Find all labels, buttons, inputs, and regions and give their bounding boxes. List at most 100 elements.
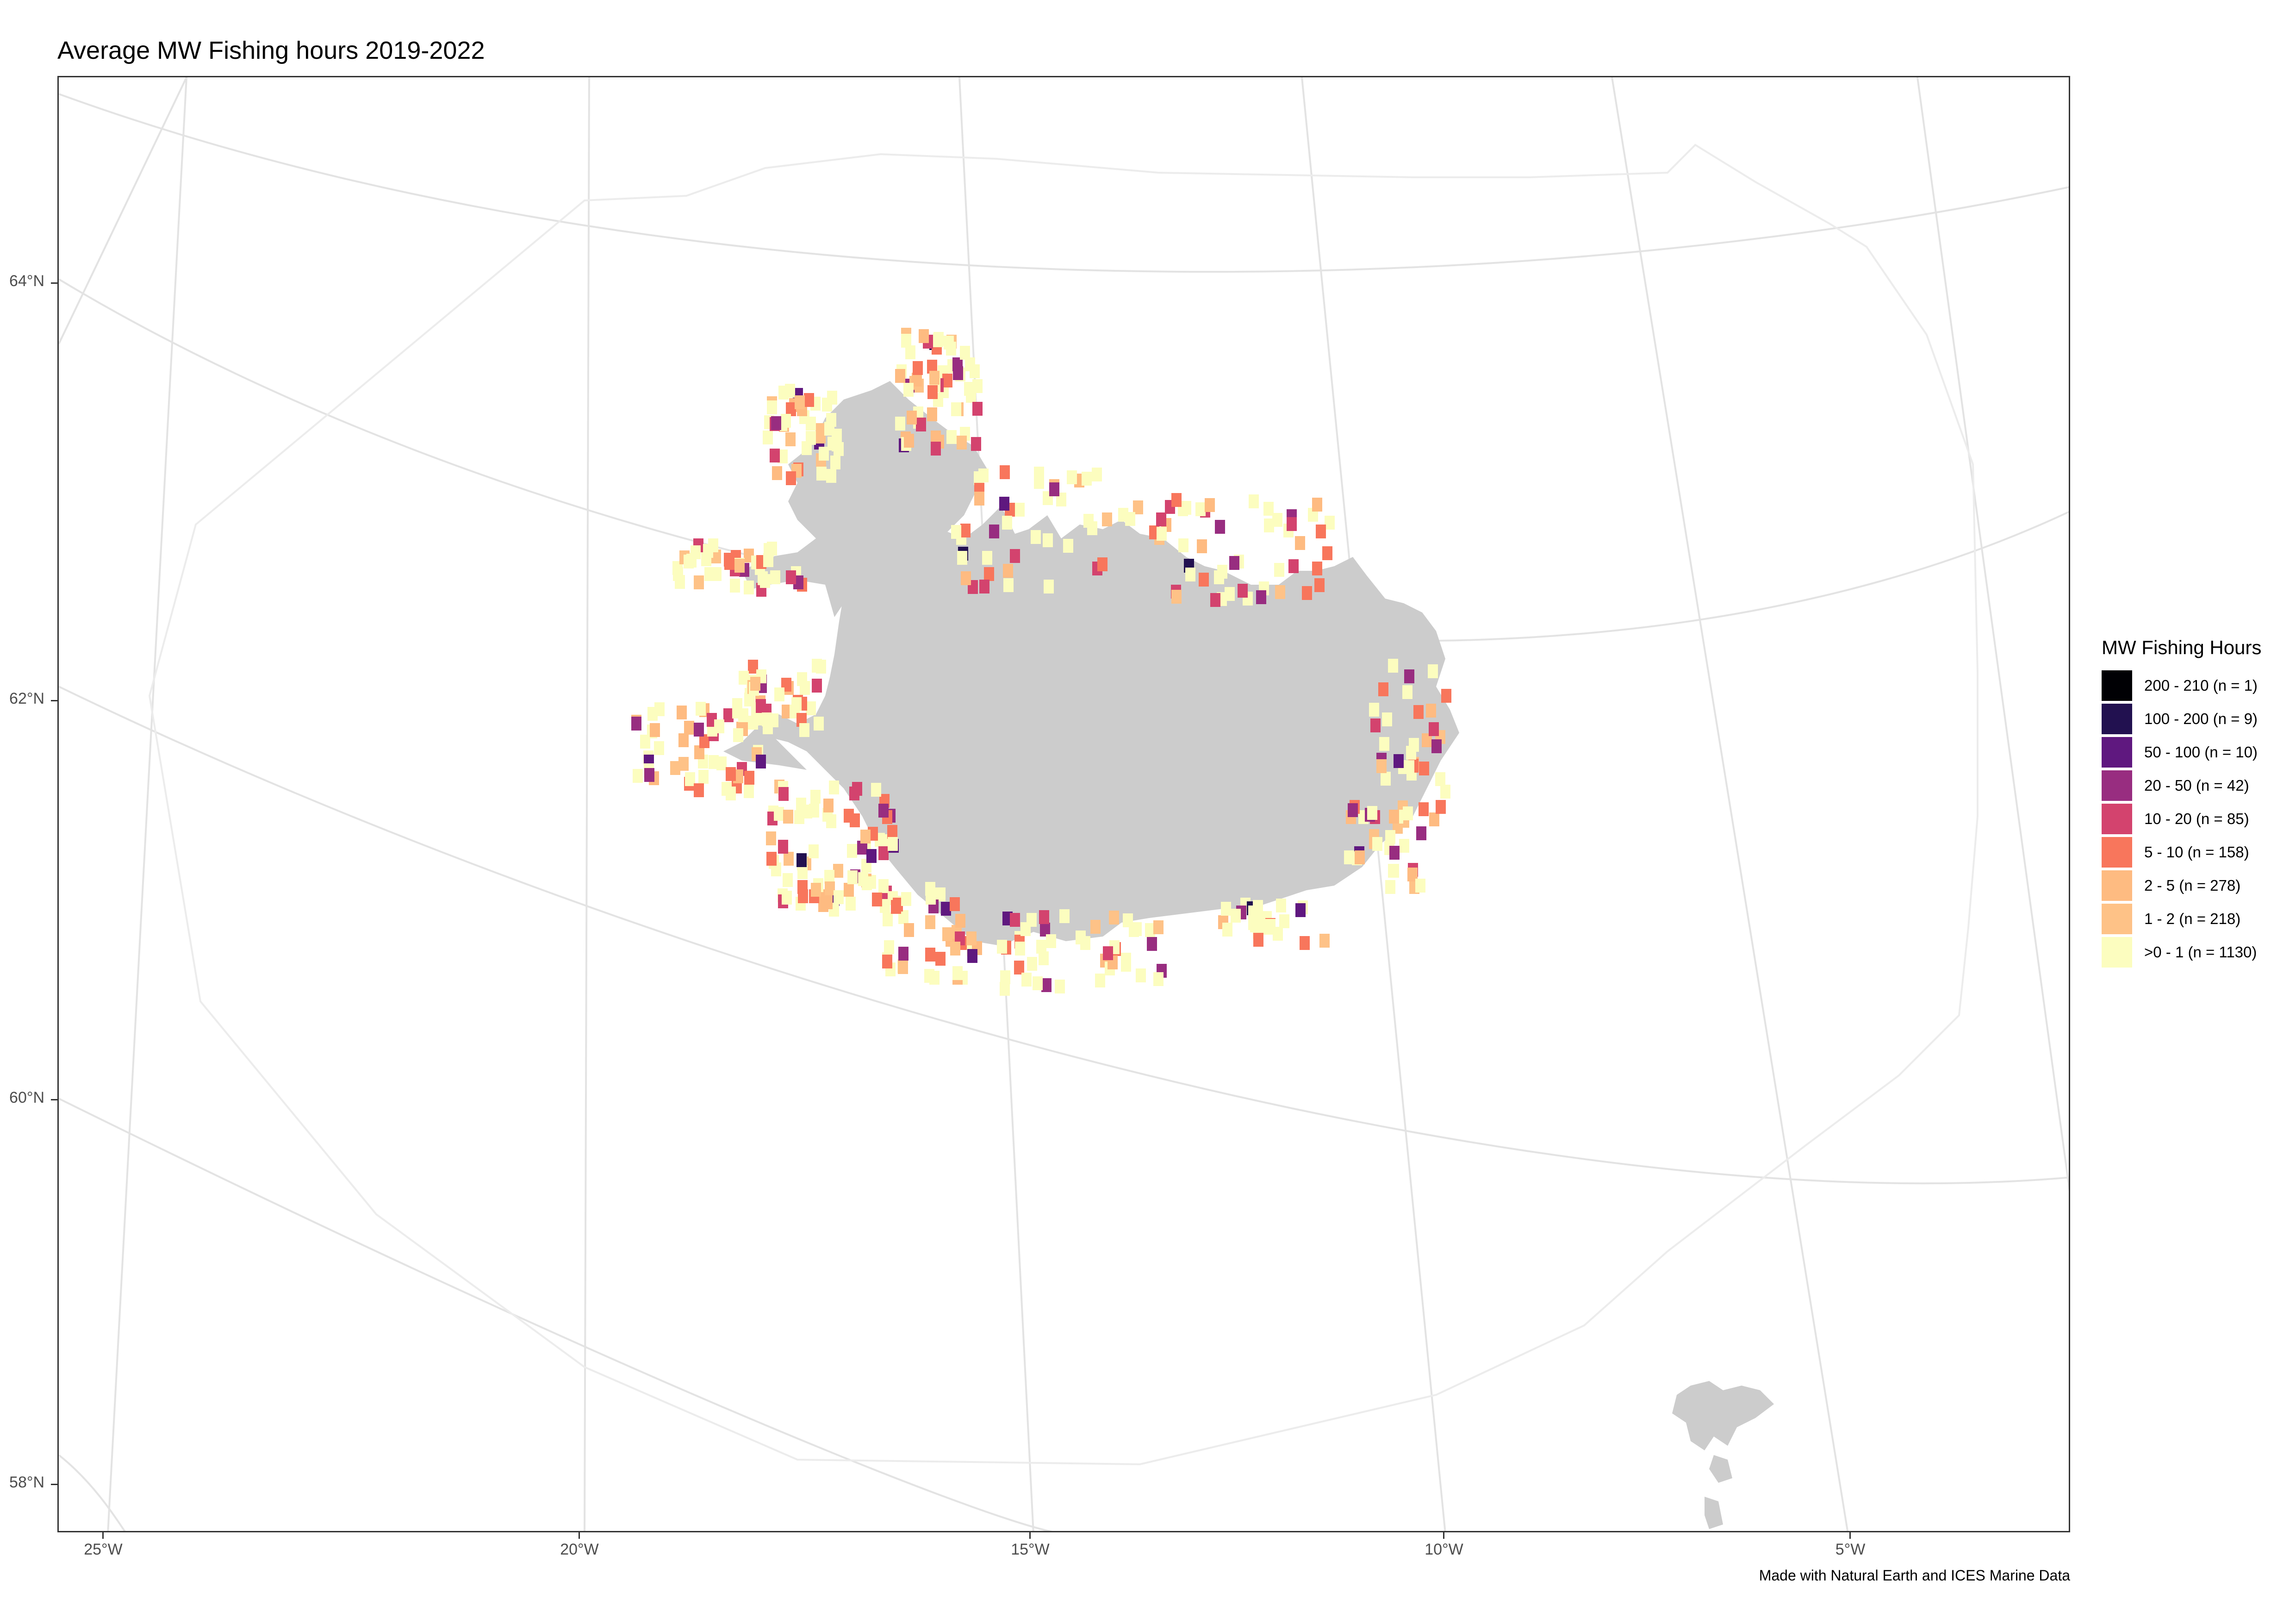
fishing-cell	[1181, 501, 1191, 515]
fishing-cell	[1033, 976, 1043, 990]
fishing-cell	[726, 767, 736, 781]
fishing-cell	[1036, 940, 1046, 954]
fishing-cell	[778, 840, 788, 854]
fishing-cell	[766, 831, 776, 845]
fishing-cell	[1413, 705, 1424, 719]
fishing-cell	[784, 852, 794, 866]
map-svg	[59, 77, 2069, 1531]
x-tick-mark-15w	[1029, 1532, 1031, 1539]
fishing-cell	[716, 756, 727, 770]
fishing-cell	[783, 810, 793, 824]
fishing-cell	[857, 841, 867, 855]
fishing-cell	[815, 430, 826, 443]
fishing-cell	[895, 369, 905, 383]
fishing-cell	[997, 940, 1007, 954]
fishing-cell	[778, 787, 789, 801]
fishing-cell	[723, 708, 734, 722]
y-tick-mark-62	[51, 700, 57, 701]
fishing-cell	[1199, 573, 1209, 587]
fishing-cell	[1295, 903, 1306, 917]
fishing-cell	[1370, 718, 1381, 732]
x-tick-label-20w: 20°W	[560, 1541, 599, 1558]
fishing-cell	[1020, 922, 1031, 936]
fishing-cell	[960, 524, 971, 537]
fishing-cell	[1276, 899, 1286, 912]
meridian-0	[1916, 77, 2069, 1192]
fishing-cell	[882, 955, 892, 968]
fishing-cell	[852, 782, 862, 796]
fishing-cell	[929, 371, 940, 385]
fishing-cell	[1095, 974, 1105, 987]
iceland-main	[760, 506, 1459, 946]
fishing-cell	[804, 393, 814, 407]
fishing-cell	[771, 862, 781, 876]
fishing-cell	[1404, 760, 1414, 774]
fishing-cell	[678, 733, 689, 747]
fishing-cell	[686, 554, 697, 568]
legend-swatch	[2102, 804, 2132, 834]
fishing-cell	[694, 745, 704, 759]
fishing-cell	[678, 757, 689, 771]
legend-swatch	[2102, 937, 2132, 968]
fishing-cell	[1039, 910, 1049, 924]
meridian-25w	[107, 77, 187, 1531]
legend-item: 10 - 20 (n = 85)	[2102, 802, 2261, 836]
fishing-cell	[796, 853, 807, 867]
legend-label: >0 - 1 (n = 1130)	[2144, 943, 2257, 961]
fishing-cell	[1046, 934, 1056, 948]
fishing-cell	[1382, 712, 1392, 726]
fishing-cell	[644, 768, 654, 782]
map-panel	[57, 76, 2070, 1532]
fishing-cell	[933, 333, 943, 347]
fishing-cell	[806, 417, 816, 431]
fishing-cell	[763, 431, 773, 444]
fishing-cell	[714, 719, 724, 733]
fishing-cell	[1092, 468, 1102, 481]
fishing-cell	[744, 771, 754, 785]
fishing-cell	[1355, 850, 1365, 864]
legend-swatch	[2102, 870, 2132, 901]
fishing-cell	[924, 969, 934, 983]
fishing-cell	[819, 447, 829, 461]
fishing-cell	[783, 873, 793, 887]
x-tick-mark-5w	[1849, 1532, 1851, 1539]
fishing-cell	[893, 898, 903, 912]
fishing-cell	[834, 890, 844, 904]
fishing-cell	[950, 942, 960, 956]
fishing-cell	[1322, 546, 1332, 560]
fishing-cell	[1049, 482, 1059, 496]
fishing-cell	[1034, 475, 1044, 489]
fishing-cell	[631, 717, 641, 731]
x-tick-label-15w: 15°W	[1011, 1541, 1050, 1558]
fishing-cell	[1147, 937, 1157, 951]
fishing-cell	[846, 897, 856, 911]
fishing-cell	[1389, 810, 1399, 824]
fishing-cell	[887, 825, 897, 839]
fishing-cell	[1431, 739, 1442, 753]
fishing-cell	[907, 411, 917, 425]
fishing-cell	[1407, 868, 1418, 881]
y-tick-mark-64	[51, 282, 57, 284]
fishing-cell	[1076, 931, 1086, 944]
eez-boundary	[148, 144, 1979, 1466]
fishing-cell	[1157, 527, 1167, 541]
fishing-cell	[1003, 564, 1013, 578]
fishing-cell	[913, 361, 923, 375]
faroe-south	[1705, 1497, 1723, 1529]
fishing-cell	[744, 784, 754, 798]
fishing-cell	[1031, 530, 1041, 544]
fishing-cell	[1082, 472, 1092, 486]
fishing-cell	[1344, 850, 1354, 864]
fishing-cell	[767, 542, 777, 556]
fishing-cell	[791, 697, 802, 711]
fishing-cell	[895, 417, 905, 431]
fishing-cell	[878, 879, 889, 893]
fishing-cell	[972, 402, 983, 416]
fishing-cell	[750, 677, 760, 691]
fishing-cell	[1419, 762, 1429, 775]
fishing-cell	[797, 672, 807, 686]
fishing-cell	[1205, 498, 1215, 512]
y-tick-label-60: 60°N	[9, 1089, 44, 1106]
fishing-cell	[647, 707, 658, 721]
legend-item: 2 - 5 (n = 278)	[2102, 869, 2261, 902]
